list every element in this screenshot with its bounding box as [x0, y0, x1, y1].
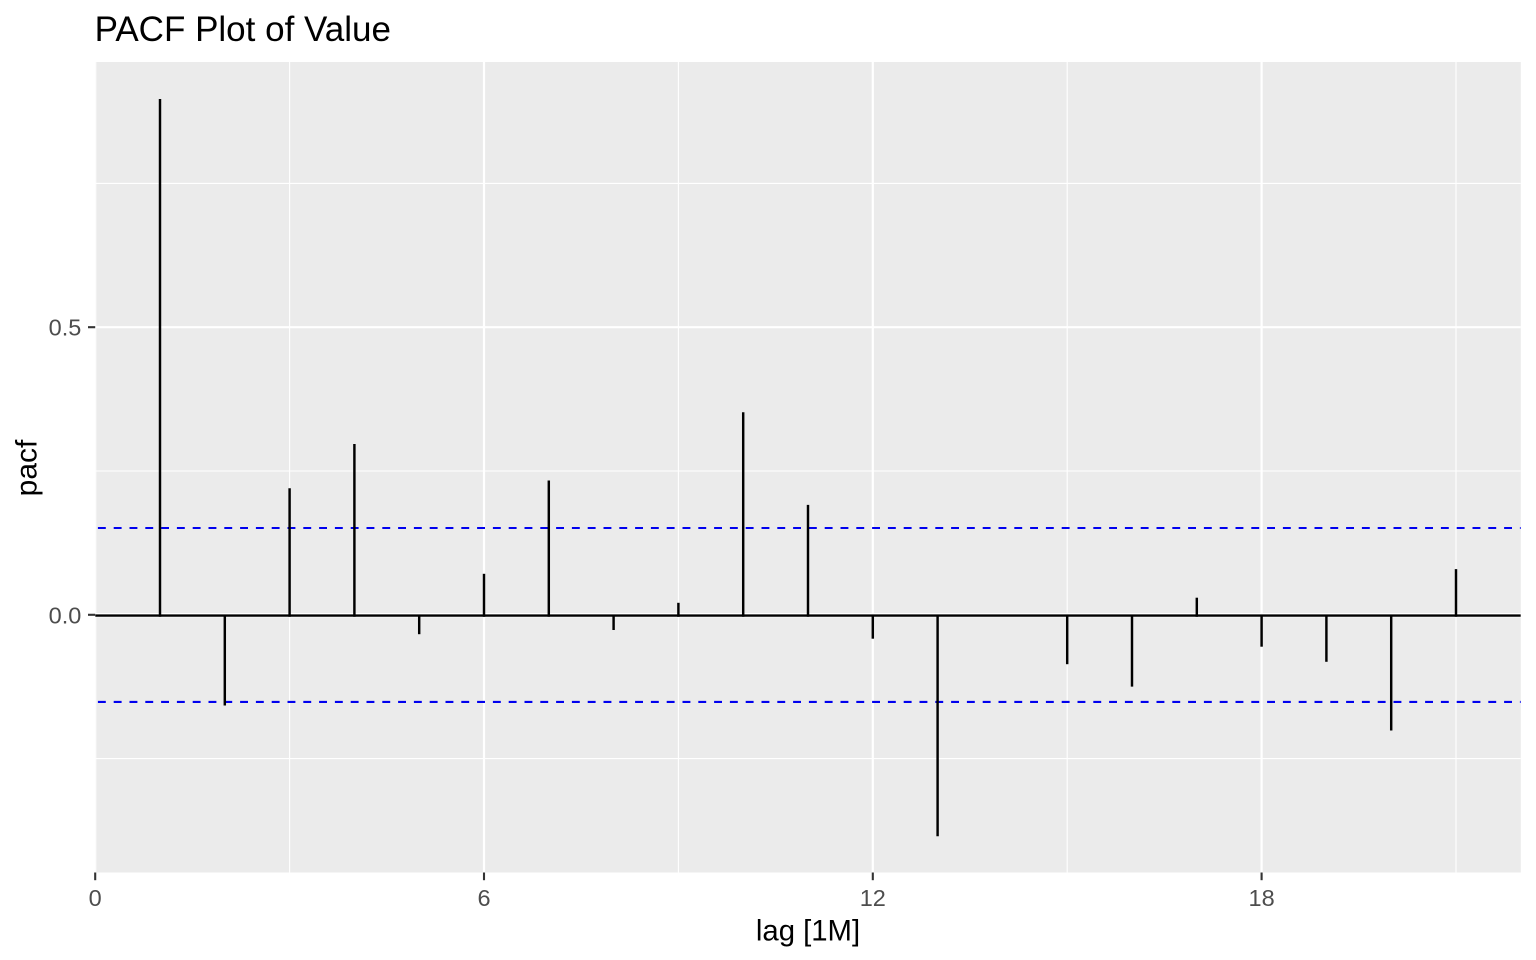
svg-text:0.0: 0.0: [49, 602, 82, 628]
svg-text:0: 0: [89, 885, 102, 911]
svg-text:PACF Plot of Value: PACF Plot of Value: [95, 10, 391, 49]
svg-text:0.5: 0.5: [49, 315, 82, 341]
svg-text:12: 12: [860, 885, 886, 911]
svg-text:6: 6: [477, 885, 490, 911]
svg-text:lag [1M]: lag [1M]: [756, 914, 860, 947]
svg-text:pacf: pacf: [11, 439, 44, 496]
svg-text:18: 18: [1249, 885, 1275, 911]
